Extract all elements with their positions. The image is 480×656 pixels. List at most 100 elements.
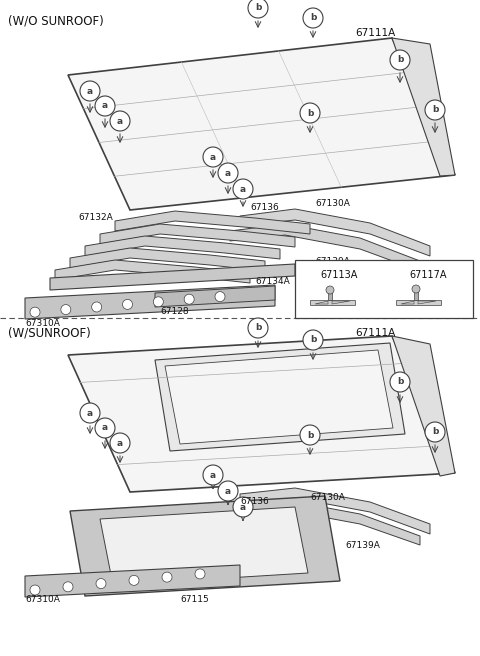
Circle shape [30,585,40,595]
Circle shape [389,266,405,283]
Polygon shape [70,496,340,596]
Circle shape [390,50,410,70]
Polygon shape [68,336,455,492]
Text: 67310A: 67310A [25,319,60,327]
Text: b: b [394,270,400,279]
Circle shape [162,572,172,582]
Polygon shape [165,350,393,444]
Text: b: b [397,377,403,386]
Polygon shape [70,248,265,271]
Circle shape [390,372,410,392]
Polygon shape [401,301,414,304]
Text: 67128: 67128 [160,308,189,316]
Circle shape [96,579,106,588]
Text: 67111A: 67111A [355,328,395,338]
Polygon shape [392,38,455,176]
Text: b: b [255,3,261,12]
Polygon shape [155,343,405,451]
Circle shape [110,433,130,453]
Polygon shape [25,285,275,319]
Circle shape [303,330,323,350]
Text: a: a [102,424,108,432]
Circle shape [218,481,238,501]
Polygon shape [328,292,332,300]
Circle shape [80,403,100,423]
Circle shape [30,307,40,317]
Circle shape [110,111,130,131]
Polygon shape [396,300,441,305]
Circle shape [218,163,238,183]
Text: 67130A: 67130A [310,493,345,502]
Text: 67111A: 67111A [355,28,395,38]
Text: 67132A: 67132A [78,213,113,222]
Text: b: b [432,106,438,115]
Polygon shape [85,236,280,259]
Polygon shape [310,300,355,305]
Circle shape [233,179,253,199]
Text: b: b [397,56,403,64]
Text: 67139A: 67139A [345,541,380,550]
Text: 67310A: 67310A [25,596,60,604]
Text: a: a [87,87,93,96]
Circle shape [233,497,253,517]
Text: b: b [307,108,313,117]
Text: a: a [225,169,231,178]
Text: 67136: 67136 [240,497,269,506]
Polygon shape [100,507,308,585]
Text: a: a [117,438,123,447]
Text: a: a [102,102,108,110]
Polygon shape [418,301,436,304]
Circle shape [300,266,316,283]
Polygon shape [240,209,430,256]
Circle shape [425,100,445,120]
Polygon shape [155,286,275,307]
Polygon shape [315,301,328,304]
Text: a: a [240,184,246,194]
Polygon shape [50,264,295,290]
Text: 67139A: 67139A [315,256,350,266]
Text: a: a [210,470,216,480]
Circle shape [184,294,194,304]
Text: a: a [117,117,123,125]
Circle shape [248,0,268,18]
Circle shape [300,103,320,123]
Bar [295,260,473,318]
Polygon shape [25,565,240,597]
Polygon shape [55,260,250,283]
Text: 67130A: 67130A [315,199,350,209]
Circle shape [300,425,320,445]
Circle shape [203,147,223,167]
Text: a: a [225,487,231,495]
Text: b: b [255,323,261,333]
Circle shape [412,285,420,293]
Polygon shape [332,301,350,304]
Text: 67136: 67136 [250,203,279,213]
Text: b: b [432,428,438,436]
Circle shape [63,582,73,592]
Text: b: b [310,14,316,22]
Circle shape [80,81,100,101]
Polygon shape [392,336,455,476]
Polygon shape [230,500,420,545]
Circle shape [153,297,163,307]
Circle shape [425,422,445,442]
Text: 67113A: 67113A [320,270,358,279]
Circle shape [303,8,323,28]
Circle shape [129,575,139,585]
Text: 67115: 67115 [180,594,209,604]
Text: b: b [310,335,316,344]
Circle shape [195,569,205,579]
Circle shape [95,418,115,438]
Text: 67134A: 67134A [255,276,290,285]
Circle shape [61,304,71,315]
Text: b: b [307,430,313,440]
Circle shape [92,302,102,312]
Polygon shape [230,224,420,271]
Polygon shape [240,488,430,534]
Text: a: a [240,502,246,512]
Circle shape [203,465,223,485]
Polygon shape [68,38,455,210]
Circle shape [95,96,115,116]
Text: a: a [87,409,93,417]
Polygon shape [100,224,295,247]
